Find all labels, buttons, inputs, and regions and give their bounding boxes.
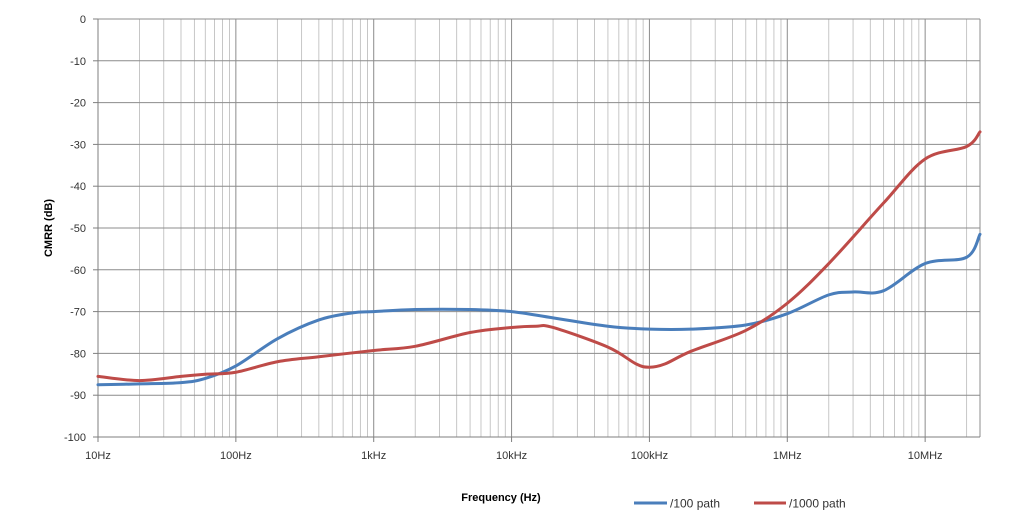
x-tick-label: 10Hz [85,450,111,462]
series-line-100-path [96,232,982,387]
y-tick-label: -30 [70,139,86,151]
x-tick-label: 100kHz [631,450,668,462]
y-tick-label: -70 [70,307,86,319]
y-tick-label: -90 [70,390,86,402]
y-tick-label: -100 [64,432,86,444]
series-lines [96,130,982,387]
x-tick-label: 1kHz [361,450,386,462]
x-tick-label: 10kHz [496,450,527,462]
y-axis-title: CMRR (dB) [43,199,55,257]
y-tick-label: -40 [70,181,86,193]
y-tick-label: -10 [70,56,86,68]
x-tick-labels: 10Hz 100Hz 1kHz 10kHz 100kHz 1MHz 10MHz [85,450,942,462]
legend-label-1000-path: /1000 path [789,497,846,511]
legend-label-100-path: /100 path [670,497,720,511]
axes [93,18,980,442]
legend: /100 path /1000 path [634,497,846,511]
y-tick-label: 0 [80,14,86,26]
x-axis-title: Frequency (Hz) [461,492,541,504]
series-line-1000-path [96,130,982,383]
x-tick-label: 1MHz [773,450,802,462]
y-tick-label: -50 [70,223,86,235]
y-tick-label: -60 [70,265,86,277]
y-tick-labels: 0 -10 -20 -30 -40 -50 -60 -70 -80 -90 -100 [64,14,86,444]
y-tick-label: -80 [70,348,86,360]
y-tick-label: -20 [70,98,86,110]
x-tick-label: 10MHz [908,450,943,462]
x-tick-label: 100Hz [220,450,252,462]
